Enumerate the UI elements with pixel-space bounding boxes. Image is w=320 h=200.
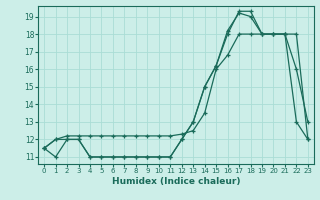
X-axis label: Humidex (Indice chaleur): Humidex (Indice chaleur) [112,177,240,186]
